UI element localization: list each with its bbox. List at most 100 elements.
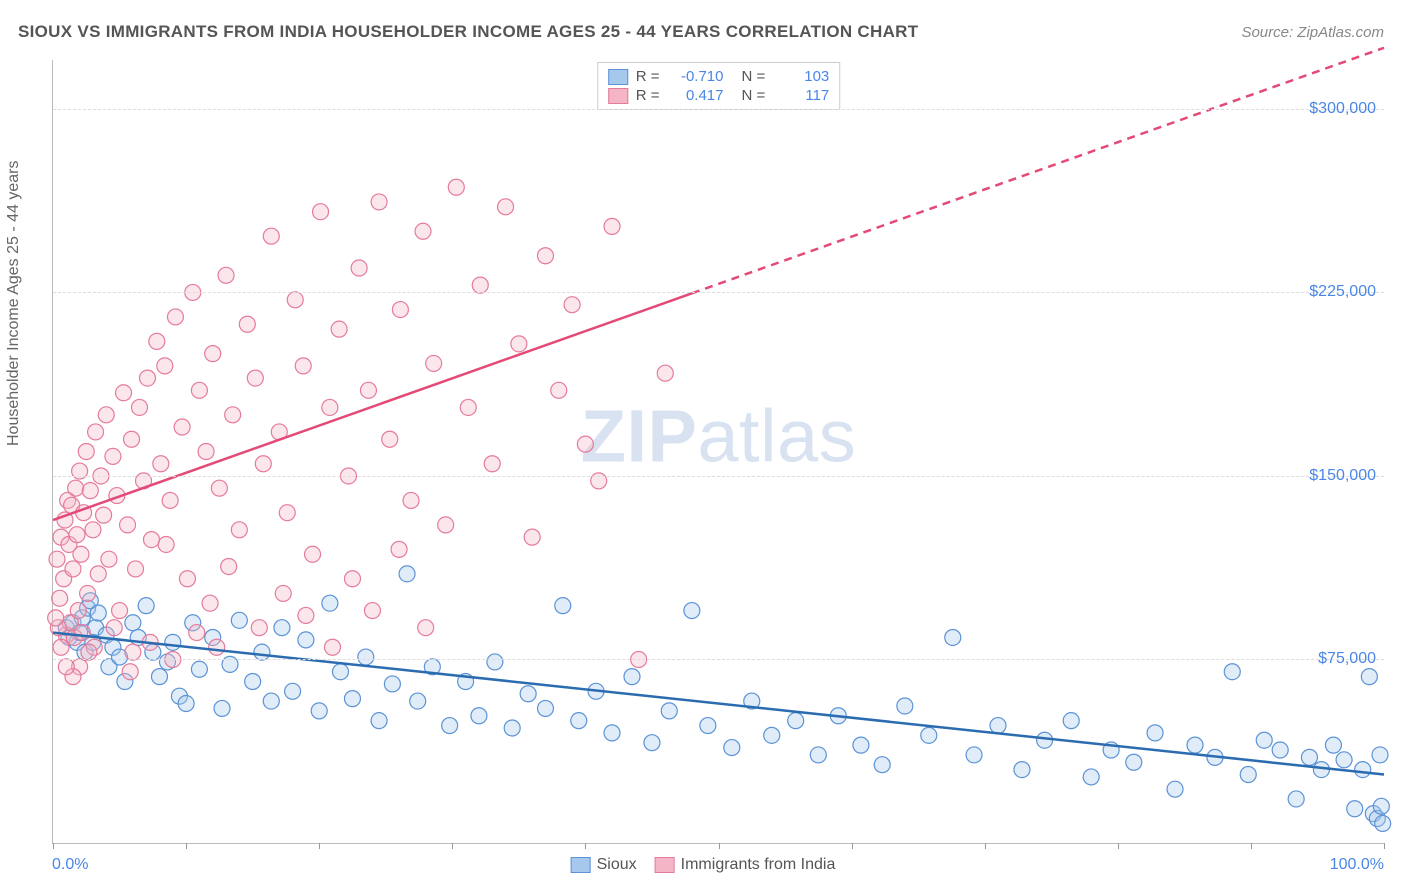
x-axis-max-label: 100.0% [1330,856,1384,874]
data-point [73,546,89,562]
data-point [174,419,190,435]
data-point [344,571,360,587]
data-point [153,456,169,472]
data-point [415,223,431,239]
data-point [105,448,121,464]
x-tick [585,843,586,849]
y-axis-title: Householder Income Ages 25 - 44 years [5,161,23,447]
data-point [202,595,218,611]
data-point [524,529,540,545]
gridline [53,292,1384,293]
data-point [209,639,225,655]
data-point [1147,725,1163,741]
data-point [364,603,380,619]
data-point [604,725,620,741]
x-tick [1118,843,1119,849]
data-point [921,727,937,743]
data-point [298,607,314,623]
data-point [511,336,527,352]
data-point [178,696,194,712]
data-point [158,536,174,552]
data-point [1372,747,1388,763]
data-point [332,664,348,680]
data-point [1301,749,1317,765]
data-point [555,598,571,614]
data-point [275,585,291,601]
data-point [143,532,159,548]
data-point [788,713,804,729]
data-point [1083,769,1099,785]
data-point [313,204,329,220]
data-point [165,634,181,650]
data-point [149,333,165,349]
x-tick [852,843,853,849]
data-point [231,522,247,538]
data-point [661,703,677,719]
data-point [274,620,290,636]
data-point [1126,754,1142,770]
data-point [371,194,387,210]
data-point [537,248,553,264]
data-point [1272,742,1288,758]
data-point [1256,732,1272,748]
source-attribution: Source: ZipAtlas.com [1241,24,1384,41]
data-point [138,598,154,614]
data-point [125,644,141,660]
data-point [52,590,68,606]
data-point [81,644,97,660]
data-point [1361,669,1377,685]
x-tick [53,843,54,849]
y-tick-label: $150,000 [1309,467,1376,485]
data-point [263,693,279,709]
data-point [1187,737,1203,753]
data-point [132,399,148,415]
data-point [1347,801,1363,817]
data-point [157,358,173,374]
x-tick [1384,843,1385,849]
data-point [85,522,101,538]
data-point [577,436,593,452]
data-point [384,676,400,692]
series-legend: Sioux Immigrants from India [571,856,836,874]
data-point [287,292,303,308]
y-tick-label: $75,000 [1318,650,1376,668]
data-point [418,620,434,636]
data-point [101,551,117,567]
data-point [285,683,301,699]
data-point [279,505,295,521]
data-point [1325,737,1341,753]
data-point [391,541,407,557]
data-point [78,444,94,460]
data-point [644,735,660,751]
data-point [231,612,247,628]
data-point [325,639,341,655]
trend-line [692,48,1384,294]
data-point [382,431,398,447]
x-tick [719,843,720,849]
data-point [245,674,261,690]
legend-item: Sioux [571,856,637,874]
data-point [125,615,141,631]
data-point [88,424,104,440]
data-point [410,693,426,709]
legend-label: Immigrants from India [681,856,836,874]
data-point [49,551,65,567]
y-tick-label: $225,000 [1309,283,1376,301]
x-tick [452,843,453,849]
data-point [966,747,982,763]
data-point [70,603,86,619]
data-point [151,669,167,685]
data-point [487,654,503,670]
data-point [874,757,890,773]
data-point [537,700,553,716]
data-point [198,444,214,460]
data-point [1224,664,1240,680]
data-point [225,407,241,423]
data-point [191,661,207,677]
data-point [90,605,106,621]
data-point [251,620,267,636]
data-point [106,620,122,636]
y-tick-label: $300,000 [1309,100,1376,118]
data-point [426,355,442,371]
data-point [48,610,64,626]
